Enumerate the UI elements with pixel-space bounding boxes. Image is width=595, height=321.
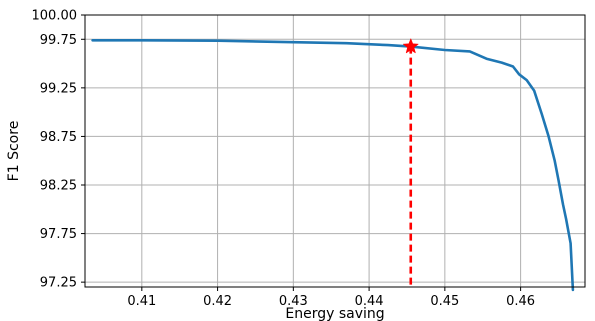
- y-tick-label: 97.25: [40, 276, 77, 291]
- x-tick-label: 0.46: [506, 294, 535, 309]
- y-tick-label: 97.75: [40, 227, 77, 242]
- x-tick-label: 0.43: [279, 294, 308, 309]
- y-tick-label: 98.25: [40, 179, 77, 194]
- y-tick-label: 98.75: [40, 130, 77, 145]
- x-tick-label: 0.44: [355, 294, 384, 309]
- x-tick-label: 0.42: [203, 294, 232, 309]
- y-tick-label: 99.75: [40, 33, 77, 48]
- ticks: 0.41 0.42 0.43 0.44 0.45 0.46 97.25 97.75 98.25 9…: [32, 9, 536, 310]
- marker-layer: [402, 37, 420, 54]
- star-marker: [402, 37, 420, 54]
- y-tick-label: 99.25: [40, 81, 77, 96]
- y-tick-label: 100.00: [32, 9, 78, 24]
- x-tick-label: 0.41: [127, 294, 156, 309]
- series-line: [91, 38, 575, 292]
- series-layer: [91, 38, 575, 292]
- plot-frame: [84, 14, 586, 288]
- x-axis-label: Energy saving: [285, 306, 384, 321]
- grid: [85, 14, 585, 287]
- x-tick-label: 0.45: [430, 294, 459, 309]
- y-axis-label: F1 Score: [6, 121, 22, 182]
